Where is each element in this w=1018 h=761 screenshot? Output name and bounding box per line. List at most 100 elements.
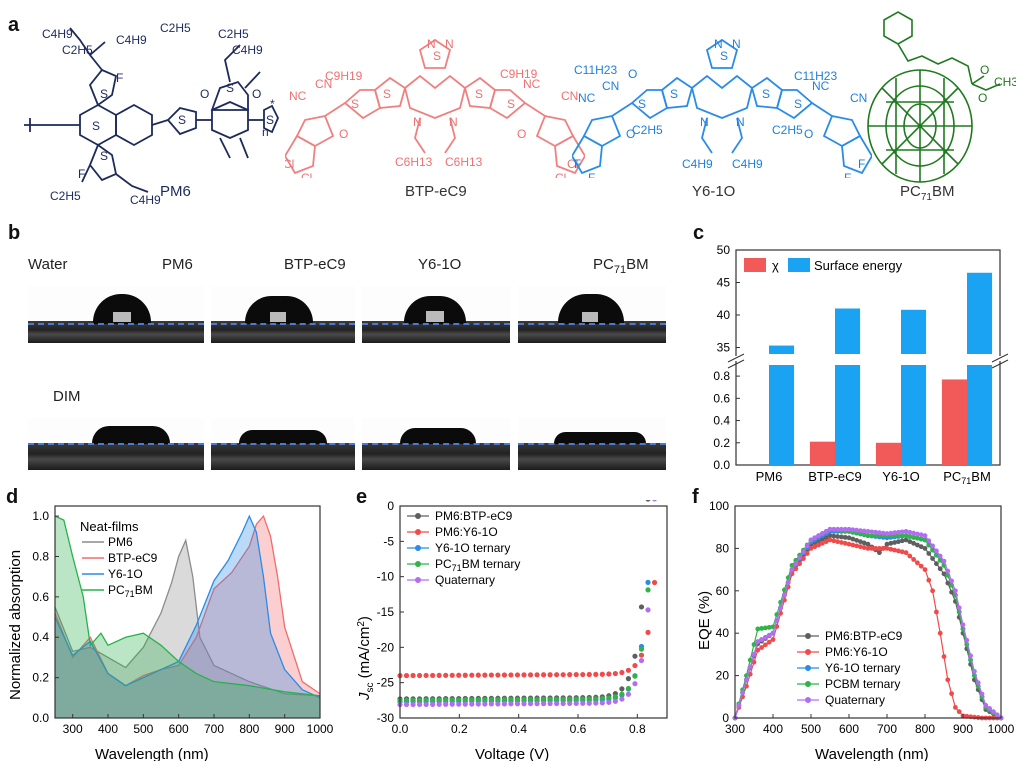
jv-point-3 xyxy=(456,697,462,703)
legend-label-1: PM6:Y6-1O xyxy=(825,645,888,659)
jv-point-3 xyxy=(619,691,625,697)
legend-marker-2 xyxy=(415,545,421,551)
jv-point-3 xyxy=(410,697,416,703)
eqe-point-1 xyxy=(763,642,768,648)
eqe-point-4 xyxy=(797,555,802,561)
jv-point-4 xyxy=(410,701,416,708)
y-tick: 0 xyxy=(387,500,394,513)
molecule-name-pc71bm: PC71BM xyxy=(900,183,955,203)
jv-point-1 xyxy=(599,671,605,677)
jv-point-4 xyxy=(567,700,573,707)
eqe-point-4 xyxy=(945,568,951,574)
jv-point-4 xyxy=(534,701,540,707)
eqe-point-3 xyxy=(873,533,878,539)
eqe-point-4 xyxy=(842,526,848,532)
jv-point-4 xyxy=(488,701,494,707)
jv-point-3 xyxy=(567,696,573,702)
pm6-label: O xyxy=(200,87,209,101)
jv-point-3 xyxy=(436,697,442,703)
absorption-line-2 xyxy=(54,514,321,699)
pm6-label: S xyxy=(226,81,234,95)
y6-label: C2H5 xyxy=(772,123,803,137)
x-tick: 400 xyxy=(763,722,783,736)
x-tick: 500 xyxy=(801,722,821,736)
eqe-point-0 xyxy=(918,544,924,550)
y6-label: N xyxy=(700,115,709,129)
absorption-area-1 xyxy=(55,516,320,718)
bar-surface-energy-upper-2 xyxy=(901,309,927,354)
eqe-point-4 xyxy=(804,543,810,549)
jv-point-1 xyxy=(554,672,560,678)
jv-point-4 xyxy=(416,701,423,708)
jv-point-4 xyxy=(593,700,599,706)
y6-label: F xyxy=(844,171,851,178)
eqe-point-0 xyxy=(827,533,833,539)
eqe-point-3 xyxy=(755,626,761,632)
eqe-point-4 xyxy=(736,702,742,708)
bar-chi-2 xyxy=(875,442,901,465)
eqe-point-1 xyxy=(854,543,859,549)
eqe-point-4 xyxy=(850,527,856,533)
eqe-point-0 xyxy=(865,541,871,547)
jv-point-1 xyxy=(638,652,645,658)
eqe-point-4 xyxy=(956,605,962,611)
jv-point-3 xyxy=(521,696,527,703)
eqe-point-4 xyxy=(896,529,901,535)
jv-point-3 xyxy=(645,587,651,593)
legend-label-2: Y6-1O ternary xyxy=(825,661,900,675)
eqe-point-0 xyxy=(896,539,901,545)
jv-point-1 xyxy=(645,629,651,636)
x-tick: 700 xyxy=(204,722,224,736)
molecule-btp-ec9: N S N C9H19 C9H19 NC CN NC CN O O Cl Cl … xyxy=(285,37,585,178)
eqe-point-4 xyxy=(835,526,840,532)
btp-label: C9H19 xyxy=(325,69,363,83)
jv-point-1 xyxy=(469,672,475,678)
axis-break-gap xyxy=(728,356,1008,361)
bar-surface-energy-lower-1 xyxy=(835,365,861,465)
droplet xyxy=(400,428,476,444)
eqe-point-4 xyxy=(880,530,886,536)
eqe-point-3 xyxy=(930,547,935,553)
legend-label-3: PC71BM ternary xyxy=(435,557,520,573)
jv-point-4 xyxy=(469,701,475,707)
eqe-point-3 xyxy=(899,533,905,539)
y6-label: F xyxy=(588,171,595,178)
jv-point-1 xyxy=(514,672,521,678)
eqe-point-3 xyxy=(934,552,939,558)
legend-swatch-chi xyxy=(744,258,766,272)
eqe-point-1 xyxy=(949,691,954,697)
eqe-point-0 xyxy=(934,561,939,567)
jv-point-1 xyxy=(540,672,547,678)
y6-label: S xyxy=(638,97,646,111)
jv-point-3 xyxy=(638,646,645,652)
eqe-point-1 xyxy=(884,546,890,551)
eqe-point-0 xyxy=(835,534,840,539)
eqe-point-3 xyxy=(766,624,772,630)
y6-label: NC xyxy=(578,91,596,105)
y-tick-lower: 0.6 xyxy=(713,391,730,405)
legend-label-3: PC71BM xyxy=(108,583,153,599)
eqe-point-0 xyxy=(899,538,905,544)
btp-label: Cl xyxy=(285,157,294,171)
legend-label-1: BTP-eC9 xyxy=(108,551,158,565)
eqe-point-0 xyxy=(915,542,920,548)
legend-marker-1 xyxy=(805,649,811,655)
dim-drop-image-btp xyxy=(211,418,355,470)
pm6-label: C4H9 xyxy=(116,33,147,47)
eqe-point-4 xyxy=(941,558,947,564)
pm6-label: C2H5 xyxy=(218,27,249,41)
x-tick: 1000 xyxy=(988,722,1015,736)
jv-point-4 xyxy=(606,699,612,705)
y6-label: C4H9 xyxy=(732,157,763,171)
eqe-point-0 xyxy=(945,580,951,586)
bar-surface-energy-upper-3 xyxy=(967,272,993,354)
eqe-x-label: Wavelength (nm) xyxy=(815,746,929,761)
btp-label: O xyxy=(339,127,348,141)
eqe-point-1 xyxy=(816,542,821,548)
jv-point-1 xyxy=(593,671,599,678)
eqe-point-0 xyxy=(861,540,867,546)
eqe-point-4 xyxy=(975,680,981,686)
jv-point-1 xyxy=(488,672,494,678)
eqe-point-1 xyxy=(804,551,810,556)
eqe-point-0 xyxy=(941,571,947,577)
